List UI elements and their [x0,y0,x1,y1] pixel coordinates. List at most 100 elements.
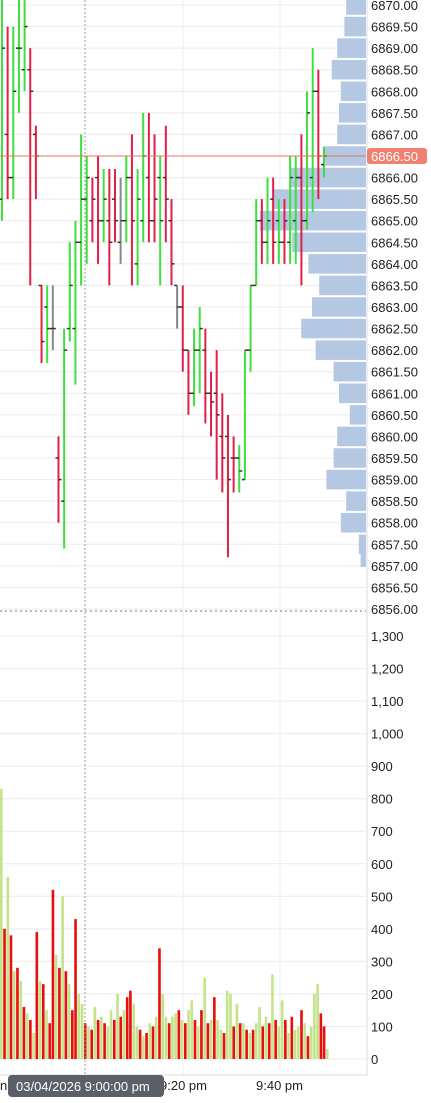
ohlc-bar [44,285,51,364]
volume-bar [180,1019,184,1059]
price-tick-label: 6865.50 [371,192,418,207]
volume-bar [148,1023,152,1059]
price-tick-label: 6866.00 [371,171,418,186]
volume-bar [164,1016,168,1059]
volume-bar [242,1023,245,1059]
price-tick-label: 6862.50 [371,322,418,337]
price-tick-label: 6869.00 [371,41,418,56]
volume-tick-label: 1,100 [371,694,404,709]
volume-bar [142,1036,145,1059]
volume-bar [106,1026,110,1059]
ohlc-bar [100,168,107,243]
ohlc-bar [258,199,265,264]
volume-bar [87,1026,90,1059]
volume-bar [96,1019,100,1059]
ohlc-bar [55,436,62,523]
volume-bar [38,980,42,1059]
price-tick-label: 6857.50 [371,537,418,552]
volume-profile-bar [340,81,366,102]
volume-bar [61,896,64,1059]
volume-bar [203,977,206,1059]
ohlc-bar [72,220,79,385]
ohlc-bar [270,177,277,264]
volume-profile-bar [360,547,366,568]
volume-bar [232,1026,236,1059]
volume-profile-bar [333,448,366,468]
volume-bar [29,1019,32,1059]
ohlc-bar [38,284,45,364]
volume-bar [32,1032,35,1059]
volume-bar [196,1026,200,1059]
ohlc-bar [174,284,181,329]
volume-profile-bar [312,297,366,317]
ohlc-bar [236,445,243,493]
ohlc-bar [208,371,215,437]
ohlc-bar [275,199,282,264]
volume-bar [254,1023,258,1059]
volume-profile-bar [331,59,366,80]
volume-profile-bar [326,469,366,490]
volume-bar [167,1023,171,1059]
volume-bar [322,1026,326,1059]
volume-bar [135,1026,139,1059]
price-tick-label: 6867.50 [371,106,418,121]
price-tick-label: 6859.00 [371,473,418,488]
ohlc-bar [61,328,68,549]
volume-bar [319,1013,323,1059]
volume-bar [229,993,232,1059]
ohlc-bar [185,349,192,415]
price-tick-label: 6867.00 [371,127,418,142]
time-tick-label: n [0,1078,7,1093]
price-tick-label: 6862.00 [371,343,418,358]
ohlc-bar [89,177,96,243]
volume-bar [277,1026,281,1059]
grid-lines [0,0,368,1076]
volume-bar [6,876,10,1059]
volume-profile-bar [349,405,366,425]
ohlc-bar [49,285,56,351]
volume-bar [16,967,19,1059]
volume-bar [125,997,129,1059]
ohlc-bar [179,285,186,372]
volume-bar [129,990,132,1059]
price-tick-label: 6856.50 [371,580,418,595]
volume-profile-bar [308,254,366,274]
ohlc-bar [27,48,34,286]
volume-bar [284,1019,287,1059]
ohlc-bar [304,91,311,230]
volume-bar [145,1032,148,1059]
ohlc-bar [117,177,124,264]
volume-bar [71,1010,74,1059]
volume-tick-label: 0 [371,1052,378,1067]
volume-bar [35,932,39,1059]
price-tick-label: 6859.50 [371,451,418,466]
price-tick-label: 6864.50 [371,235,418,250]
volume-bar [77,993,81,1059]
volume-bar [261,1026,265,1059]
price-tick-label: 6861.50 [371,365,418,380]
volume-bar [248,1032,252,1059]
volume-bar [161,993,165,1059]
volume-bar [93,1006,97,1059]
svg-text:6866.50: 6866.50 [371,149,418,164]
volume-profile-bar [339,103,366,123]
crosshair-time-badge: 03/04/2026 9:00:00 pm [8,1075,164,1097]
price-tick-label: 6858.50 [371,494,418,509]
volume-bar [174,1013,177,1059]
volume-profile-bar [301,318,366,339]
volume-bar [313,993,316,1059]
price-tick-label: 6863.00 [371,300,418,315]
ohlc-bar [213,350,220,480]
ohlc-bar [83,156,90,264]
ohlc-bar [298,134,305,286]
time-tick-label: 9:20 pm [160,1078,207,1093]
ohlc-bar [145,112,152,243]
volume-bar [309,1026,313,1059]
ohlc-bar [241,349,248,481]
price-tick-label: 6868.50 [371,63,418,78]
volume-bar [22,1006,26,1059]
ohlc-bar [219,393,226,493]
volume-bar [190,1000,194,1059]
volume-bar [132,1003,135,1059]
